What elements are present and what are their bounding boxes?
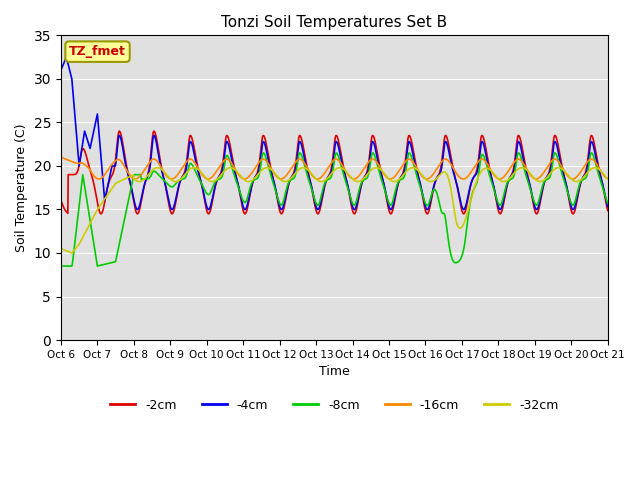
- -32cm: [57, 246, 65, 252]
- Line: -16cm: -16cm: [61, 157, 608, 179]
- -2cm: [100, 204, 108, 210]
- -32cm: [301, 165, 308, 171]
- -32cm: [518, 165, 526, 170]
- -2cm: [604, 208, 612, 214]
- -8cm: [99, 262, 107, 267]
- -4cm: [57, 67, 65, 73]
- -16cm: [300, 160, 308, 166]
- -2cm: [311, 202, 319, 208]
- -16cm: [604, 176, 612, 181]
- -16cm: [122, 165, 129, 171]
- -8cm: [289, 176, 297, 182]
- -2cm: [369, 132, 376, 138]
- -8cm: [310, 195, 318, 201]
- -8cm: [300, 161, 308, 167]
- -8cm: [588, 150, 595, 156]
- -16cm: [57, 155, 65, 160]
- Text: TZ_fmet: TZ_fmet: [69, 45, 126, 58]
- -32cm: [68, 250, 76, 256]
- -2cm: [97, 211, 105, 216]
- -2cm: [301, 153, 308, 159]
- -2cm: [57, 198, 65, 204]
- -8cm: [122, 212, 129, 217]
- -4cm: [289, 172, 297, 178]
- Y-axis label: Soil Temperature (C): Soil Temperature (C): [15, 123, 28, 252]
- Line: -8cm: -8cm: [61, 153, 608, 266]
- -2cm: [290, 170, 298, 176]
- -32cm: [310, 174, 318, 180]
- -32cm: [369, 166, 376, 172]
- -16cm: [310, 175, 318, 180]
- Title: Tonzi Soil Temperatures Set B: Tonzi Soil Temperatures Set B: [221, 15, 447, 30]
- Line: -4cm: -4cm: [61, 57, 608, 209]
- -4cm: [100, 185, 108, 191]
- Line: -2cm: -2cm: [61, 131, 608, 214]
- -4cm: [369, 139, 376, 144]
- -16cm: [460, 176, 467, 182]
- -4cm: [301, 156, 308, 162]
- Legend: -2cm, -4cm, -8cm, -16cm, -32cm: -2cm, -4cm, -8cm, -16cm, -32cm: [105, 394, 563, 417]
- -32cm: [122, 176, 130, 181]
- -4cm: [63, 54, 70, 60]
- -4cm: [122, 163, 130, 168]
- -8cm: [604, 200, 612, 206]
- Line: -32cm: -32cm: [61, 168, 608, 253]
- -16cm: [99, 174, 107, 180]
- -8cm: [368, 151, 376, 156]
- -2cm: [115, 128, 123, 134]
- -32cm: [100, 198, 108, 204]
- -4cm: [604, 204, 612, 209]
- -2cm: [122, 161, 130, 167]
- X-axis label: Time: Time: [319, 365, 349, 378]
- -32cm: [289, 173, 297, 179]
- -16cm: [368, 156, 376, 162]
- -4cm: [310, 197, 318, 203]
- -8cm: [57, 263, 65, 269]
- -32cm: [604, 176, 612, 182]
- -4cm: [569, 206, 577, 212]
- -16cm: [289, 163, 297, 169]
